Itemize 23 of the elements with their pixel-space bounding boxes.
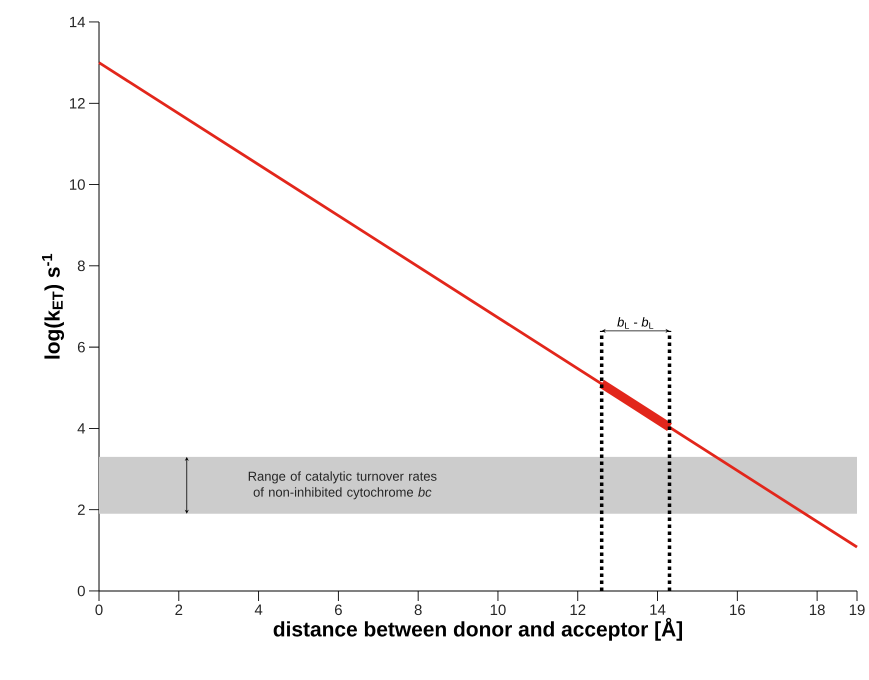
y-tick-label: 4 [78, 423, 86, 434]
x-axis-title: distance between donor and acceptor [Å] [274, 618, 682, 641]
x-tick-label: 18 [810, 604, 825, 616]
annotation: b$_{L}$ - b$_{L}$ [617, 317, 654, 329]
x-tick-label: 0 [95, 604, 103, 616]
y-axis-title: log(k$_{ET}$) s$^{-1}$ [42, 254, 64, 359]
x-tick-label: 16 [730, 604, 745, 616]
y-tick-label: 8 [78, 260, 85, 272]
x-tick-label: 6 [334, 604, 342, 616]
x-tick-label: 19 [850, 604, 865, 616]
y-tick-label: 14 [70, 16, 86, 28]
x-tick-label: 14 [650, 604, 666, 615]
x-tick-label: 8 [414, 604, 422, 616]
y-tick-label: 10 [70, 179, 85, 190]
y-tick-label: 6 [78, 342, 85, 352]
y-tick-label: 12 [70, 98, 85, 108]
x-tick-label: 2 [175, 604, 182, 615]
x-tick-label: 10 [490, 604, 506, 616]
x-tick-label: 12 [570, 604, 586, 615]
y-tick-label: 2 [78, 504, 85, 515]
x-tick-label: 4 [254, 604, 262, 615]
band-label: Range of catalytic turnover rates of non-inhibited cytochrome bc [248, 471, 437, 500]
y-tick-label: 0 [78, 586, 85, 596]
